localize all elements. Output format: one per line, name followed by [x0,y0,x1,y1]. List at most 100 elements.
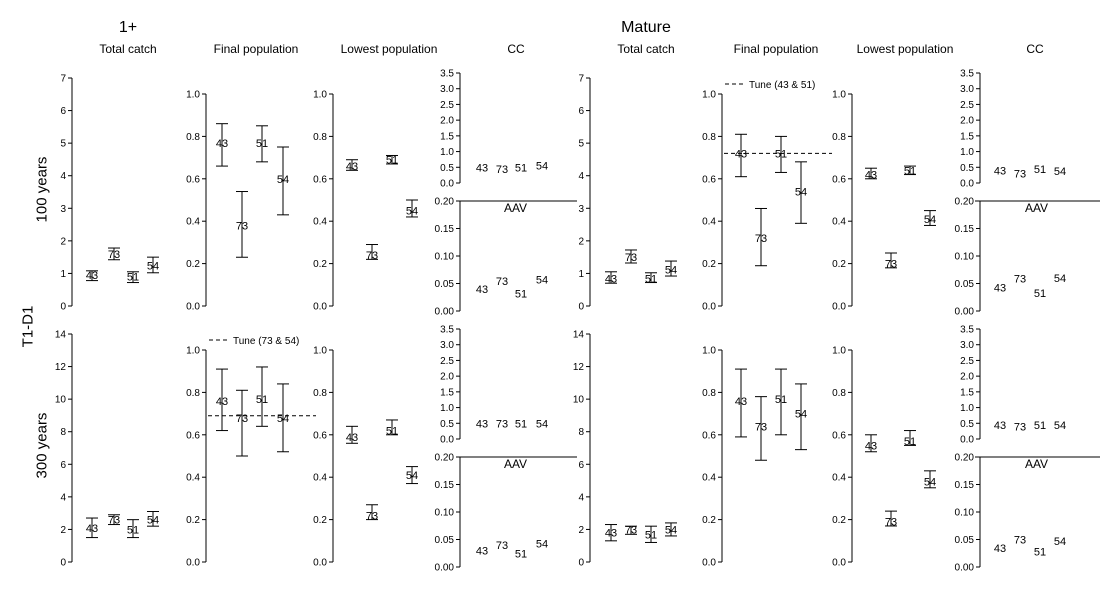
panel-6-tick-label: 0.2 [702,259,716,270]
panel-13-marker-73: 73 [496,418,508,430]
panel-2-tick-label: 1.0 [313,90,327,101]
panel-9-tick-label: 0.20 [955,197,975,208]
panel-19-aav-title: AAV [1025,457,1048,471]
panel-18-marker-51: 51 [1034,420,1046,432]
panel-18-marker-43: 43 [994,420,1006,432]
panel-9-tick-label: 0.10 [955,252,975,263]
panel-13-tick-label: 0.0 [440,435,454,446]
panel-15-tick-label: 10 [573,395,585,406]
panel-19-tick-label: 0.00 [955,563,975,574]
panel-9-marker-43: 43 [994,282,1006,294]
panel-9-marker-73: 73 [1014,274,1026,286]
panel-4-aav-title: AAV [504,201,527,215]
panel-1-tick-label: 0.6 [186,174,200,185]
panel-11-marker-73: 73 [236,413,248,425]
panel-6-tick-label: 0.8 [702,132,716,143]
panel-16-tick-label: 0.8 [702,388,716,399]
panel-19-marker-54: 54 [1054,536,1066,548]
panel-9-marker-51: 51 [1034,288,1046,300]
panel-11-tick-label: 0.6 [186,430,200,441]
panel-3-marker-51: 51 [515,162,527,174]
panel-0-tick-label: 2 [60,236,66,247]
panel-16-tick-label: 0.0 [702,558,716,569]
panel-1-tick-label: 1.0 [186,90,200,101]
panel-5-marker-51: 51 [645,273,657,285]
panel-19-marker-51: 51 [1034,547,1046,559]
header-1plus: 1+ [118,19,138,36]
panel-8-tick-label: 3.0 [960,84,974,95]
panel-18-tick-label: 2.0 [960,372,974,383]
panel-13-tick-label: 2.5 [440,356,454,367]
panel-10-marker-51: 51 [127,524,139,536]
panel-18-tick-label: 1.0 [960,403,974,414]
panel-4-marker-73: 73 [496,276,508,288]
panel-3-tick-label: 0.0 [440,179,454,190]
panel-16-marker-73: 73 [755,421,767,433]
panel-9-tick-label: 0.05 [955,279,975,290]
panel-14-marker-43: 43 [476,546,488,558]
panel-10-tick-label: 14 [55,330,67,341]
panel-19-tick-label: 0.15 [955,480,975,491]
panel-18-tick-label: 2.5 [960,356,974,367]
panel-15-marker-43: 43 [605,528,617,540]
panel-9-tick-label: 0.00 [955,307,975,318]
panel-6-marker-73: 73 [755,233,767,245]
panel-12-marker-51: 51 [386,426,398,438]
panel-14-tick-label: 0.20 [435,453,455,464]
panel-17-tick-label: 0.4 [832,473,846,484]
panel-8-tick-label: 2.5 [960,100,974,111]
panel-4-tick-label: 0.15 [435,224,455,235]
panel-17-marker-54: 54 [924,476,936,488]
panel-6-tick-label: 1.0 [702,90,716,101]
panel-6-tick-label: 0.6 [702,174,716,185]
panel-6-tick-label: 0.4 [702,217,716,228]
col-title-cc-2: CC [1026,42,1044,56]
panel-2-marker-51: 51 [386,155,398,167]
panel-1-marker-51: 51 [256,138,268,150]
panel-2-tick-label: 0.6 [313,174,327,185]
panel-17-tick-label: 0.8 [832,388,846,399]
panel-13-tick-label: 2.0 [440,372,454,383]
panel-16-tick-label: 0.4 [702,473,716,484]
panel-10-tick-label: 4 [60,492,66,503]
panel-2-tick-label: 0.4 [313,217,327,228]
panel-14-aav-title: AAV [504,457,527,471]
panel-13-marker-51: 51 [515,418,527,430]
panel-0-tick-label: 1 [60,269,66,280]
panel-10-tick-label: 12 [55,362,67,373]
panel-0-tick-label: 3 [60,204,66,215]
panel-9-aav-title: AAV [1025,201,1048,215]
panel-15-marker-73: 73 [625,524,637,536]
panel-4-tick-label: 0.10 [435,252,455,263]
panel-9-tick-label: 0.15 [955,224,975,235]
panel-0-marker-54: 54 [147,260,159,272]
panel-7-marker-54: 54 [924,214,936,226]
panel-8-marker-43: 43 [994,165,1006,177]
panel-16-marker-43: 43 [735,396,747,408]
panel-7-tick-label: 0.0 [832,302,846,313]
panel-3-marker-54: 54 [536,161,548,173]
panel-5-marker-73: 73 [625,252,637,264]
panel-13-tick-label: 3.0 [440,340,454,351]
panel-0-tick-label: 6 [60,106,66,117]
panel-14-tick-label: 0.10 [435,508,455,519]
panel-5-marker-54: 54 [665,265,677,277]
panel-10-tick-label: 8 [60,427,66,438]
panel-5-tick-label: 4 [578,171,584,182]
panel-2-marker-54: 54 [406,206,418,218]
panel-15-tick-label: 12 [573,362,585,373]
panel-18-tick-label: 1.5 [960,387,974,398]
panel-8-marker-54: 54 [1054,166,1066,178]
panel-16-tick-label: 0.6 [702,430,716,441]
panel-8-tick-label: 0.0 [960,179,974,190]
panel-5-tick-label: 1 [578,269,584,280]
panel-18-marker-73: 73 [1014,421,1026,433]
panel-0-marker-51: 51 [127,272,139,284]
panel-11-tick-label: 0.4 [186,473,200,484]
panel-10-tick-label: 0 [60,558,66,569]
panel-14-tick-label: 0.00 [435,563,455,574]
panel-12-tick-label: 0.2 [313,515,327,526]
panel-3-tick-label: 3.5 [440,69,454,80]
panel-6-tune-legend-label: Tune (43 & 51) [749,80,815,91]
panel-11-tick-label: 1.0 [186,346,200,357]
